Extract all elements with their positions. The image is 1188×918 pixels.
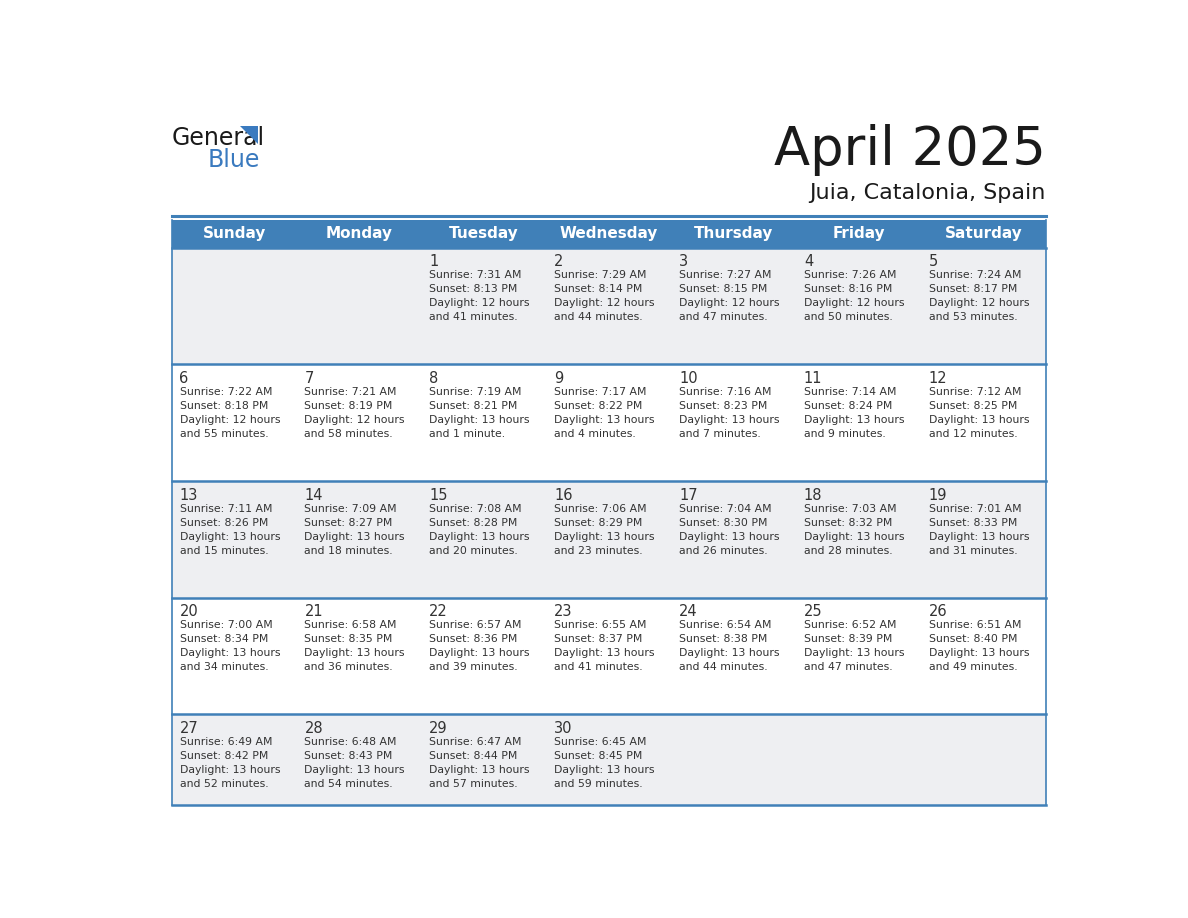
Text: Sunrise: 7:08 AM
Sunset: 8:28 PM
Daylight: 13 hours
and 20 minutes.: Sunrise: 7:08 AM Sunset: 8:28 PM Dayligh… xyxy=(429,504,530,555)
Text: 6: 6 xyxy=(179,371,189,386)
Text: 9: 9 xyxy=(554,371,563,386)
Text: Sunrise: 7:12 AM
Sunset: 8:25 PM
Daylight: 13 hours
and 12 minutes.: Sunrise: 7:12 AM Sunset: 8:25 PM Dayligh… xyxy=(929,387,1029,439)
Text: Sunrise: 6:58 AM
Sunset: 8:35 PM
Daylight: 13 hours
and 36 minutes.: Sunrise: 6:58 AM Sunset: 8:35 PM Dayligh… xyxy=(304,621,405,673)
Text: 13: 13 xyxy=(179,487,198,502)
Text: Sunrise: 7:19 AM
Sunset: 8:21 PM
Daylight: 13 hours
and 1 minute.: Sunrise: 7:19 AM Sunset: 8:21 PM Dayligh… xyxy=(429,387,530,439)
Text: Sunrise: 6:52 AM
Sunset: 8:39 PM
Daylight: 13 hours
and 47 minutes.: Sunrise: 6:52 AM Sunset: 8:39 PM Dayligh… xyxy=(804,621,904,673)
Text: 1: 1 xyxy=(429,254,438,269)
Text: 24: 24 xyxy=(680,604,697,620)
Text: 8: 8 xyxy=(429,371,438,386)
Text: Sunrise: 7:22 AM
Sunset: 8:18 PM
Daylight: 12 hours
and 55 minutes.: Sunrise: 7:22 AM Sunset: 8:18 PM Dayligh… xyxy=(179,387,280,439)
Text: Friday: Friday xyxy=(833,226,885,241)
Text: Wednesday: Wednesday xyxy=(560,226,658,241)
Bar xyxy=(172,219,1045,248)
Text: Sunrise: 6:45 AM
Sunset: 8:45 PM
Daylight: 13 hours
and 59 minutes.: Sunrise: 6:45 AM Sunset: 8:45 PM Dayligh… xyxy=(554,737,655,789)
Text: Sunrise: 6:57 AM
Sunset: 8:36 PM
Daylight: 13 hours
and 39 minutes.: Sunrise: 6:57 AM Sunset: 8:36 PM Dayligh… xyxy=(429,621,530,673)
Text: 16: 16 xyxy=(554,487,573,502)
Text: Sunrise: 7:29 AM
Sunset: 8:14 PM
Daylight: 12 hours
and 44 minutes.: Sunrise: 7:29 AM Sunset: 8:14 PM Dayligh… xyxy=(554,270,655,322)
Text: 7: 7 xyxy=(304,371,314,386)
Text: 26: 26 xyxy=(929,604,948,620)
Text: Sunrise: 6:54 AM
Sunset: 8:38 PM
Daylight: 13 hours
and 44 minutes.: Sunrise: 6:54 AM Sunset: 8:38 PM Dayligh… xyxy=(680,621,779,673)
Bar xyxy=(172,714,1045,805)
Text: Sunrise: 7:04 AM
Sunset: 8:30 PM
Daylight: 13 hours
and 26 minutes.: Sunrise: 7:04 AM Sunset: 8:30 PM Dayligh… xyxy=(680,504,779,555)
Text: 18: 18 xyxy=(804,487,822,502)
Text: Sunrise: 7:06 AM
Sunset: 8:29 PM
Daylight: 13 hours
and 23 minutes.: Sunrise: 7:06 AM Sunset: 8:29 PM Dayligh… xyxy=(554,504,655,555)
Text: Sunrise: 7:01 AM
Sunset: 8:33 PM
Daylight: 13 hours
and 31 minutes.: Sunrise: 7:01 AM Sunset: 8:33 PM Dayligh… xyxy=(929,504,1029,555)
Text: General: General xyxy=(172,126,265,150)
Text: 25: 25 xyxy=(804,604,822,620)
Text: Sunrise: 7:00 AM
Sunset: 8:34 PM
Daylight: 13 hours
and 34 minutes.: Sunrise: 7:00 AM Sunset: 8:34 PM Dayligh… xyxy=(179,621,280,673)
Text: 2: 2 xyxy=(554,254,563,269)
Text: Tuesday: Tuesday xyxy=(449,226,519,241)
Text: 4: 4 xyxy=(804,254,813,269)
Text: Thursday: Thursday xyxy=(694,226,773,241)
Text: 14: 14 xyxy=(304,487,323,502)
Text: Sunrise: 6:55 AM
Sunset: 8:37 PM
Daylight: 13 hours
and 41 minutes.: Sunrise: 6:55 AM Sunset: 8:37 PM Dayligh… xyxy=(554,621,655,673)
Text: Sunrise: 7:24 AM
Sunset: 8:17 PM
Daylight: 12 hours
and 53 minutes.: Sunrise: 7:24 AM Sunset: 8:17 PM Dayligh… xyxy=(929,270,1029,322)
Text: Sunrise: 6:49 AM
Sunset: 8:42 PM
Daylight: 13 hours
and 52 minutes.: Sunrise: 6:49 AM Sunset: 8:42 PM Dayligh… xyxy=(179,737,280,789)
Text: 11: 11 xyxy=(804,371,822,386)
Text: Sunrise: 7:26 AM
Sunset: 8:16 PM
Daylight: 12 hours
and 50 minutes.: Sunrise: 7:26 AM Sunset: 8:16 PM Dayligh… xyxy=(804,270,904,322)
Text: 21: 21 xyxy=(304,604,323,620)
Text: 12: 12 xyxy=(929,371,948,386)
Text: 20: 20 xyxy=(179,604,198,620)
Text: Sunrise: 7:27 AM
Sunset: 8:15 PM
Daylight: 12 hours
and 47 minutes.: Sunrise: 7:27 AM Sunset: 8:15 PM Dayligh… xyxy=(680,270,779,322)
Text: 27: 27 xyxy=(179,721,198,736)
Text: 17: 17 xyxy=(680,487,697,502)
Text: Monday: Monday xyxy=(326,226,392,241)
Text: Sunrise: 7:31 AM
Sunset: 8:13 PM
Daylight: 12 hours
and 41 minutes.: Sunrise: 7:31 AM Sunset: 8:13 PM Dayligh… xyxy=(429,270,530,322)
Text: Sunrise: 7:09 AM
Sunset: 8:27 PM
Daylight: 13 hours
and 18 minutes.: Sunrise: 7:09 AM Sunset: 8:27 PM Dayligh… xyxy=(304,504,405,555)
Text: April 2025: April 2025 xyxy=(775,124,1045,176)
Text: Sunrise: 6:48 AM
Sunset: 8:43 PM
Daylight: 13 hours
and 54 minutes.: Sunrise: 6:48 AM Sunset: 8:43 PM Dayligh… xyxy=(304,737,405,789)
Bar xyxy=(172,598,1045,714)
Text: 15: 15 xyxy=(429,487,448,502)
Text: Sunrise: 7:17 AM
Sunset: 8:22 PM
Daylight: 13 hours
and 4 minutes.: Sunrise: 7:17 AM Sunset: 8:22 PM Dayligh… xyxy=(554,387,655,439)
Text: Blue: Blue xyxy=(208,149,260,173)
Text: 5: 5 xyxy=(929,254,939,269)
Text: 19: 19 xyxy=(929,487,947,502)
Text: 10: 10 xyxy=(680,371,697,386)
Text: Saturday: Saturday xyxy=(944,226,1023,241)
Text: 22: 22 xyxy=(429,604,448,620)
Text: Sunrise: 6:51 AM
Sunset: 8:40 PM
Daylight: 13 hours
and 49 minutes.: Sunrise: 6:51 AM Sunset: 8:40 PM Dayligh… xyxy=(929,621,1029,673)
Text: Sunrise: 7:03 AM
Sunset: 8:32 PM
Daylight: 13 hours
and 28 minutes.: Sunrise: 7:03 AM Sunset: 8:32 PM Dayligh… xyxy=(804,504,904,555)
Text: 30: 30 xyxy=(554,721,573,736)
Bar xyxy=(172,248,1045,364)
Text: Sunrise: 7:21 AM
Sunset: 8:19 PM
Daylight: 12 hours
and 58 minutes.: Sunrise: 7:21 AM Sunset: 8:19 PM Dayligh… xyxy=(304,387,405,439)
Bar xyxy=(172,481,1045,598)
Text: Sunrise: 7:16 AM
Sunset: 8:23 PM
Daylight: 13 hours
and 7 minutes.: Sunrise: 7:16 AM Sunset: 8:23 PM Dayligh… xyxy=(680,387,779,439)
Text: Sunrise: 7:11 AM
Sunset: 8:26 PM
Daylight: 13 hours
and 15 minutes.: Sunrise: 7:11 AM Sunset: 8:26 PM Dayligh… xyxy=(179,504,280,555)
Text: Sunday: Sunday xyxy=(202,226,266,241)
Bar xyxy=(172,364,1045,481)
Text: Sunrise: 6:47 AM
Sunset: 8:44 PM
Daylight: 13 hours
and 57 minutes.: Sunrise: 6:47 AM Sunset: 8:44 PM Dayligh… xyxy=(429,737,530,789)
Text: 28: 28 xyxy=(304,721,323,736)
Text: 3: 3 xyxy=(680,254,688,269)
Text: 29: 29 xyxy=(429,721,448,736)
Text: Juia, Catalonia, Spain: Juia, Catalonia, Spain xyxy=(809,184,1045,203)
Text: Sunrise: 7:14 AM
Sunset: 8:24 PM
Daylight: 13 hours
and 9 minutes.: Sunrise: 7:14 AM Sunset: 8:24 PM Dayligh… xyxy=(804,387,904,439)
Text: 23: 23 xyxy=(554,604,573,620)
Polygon shape xyxy=(240,127,258,144)
